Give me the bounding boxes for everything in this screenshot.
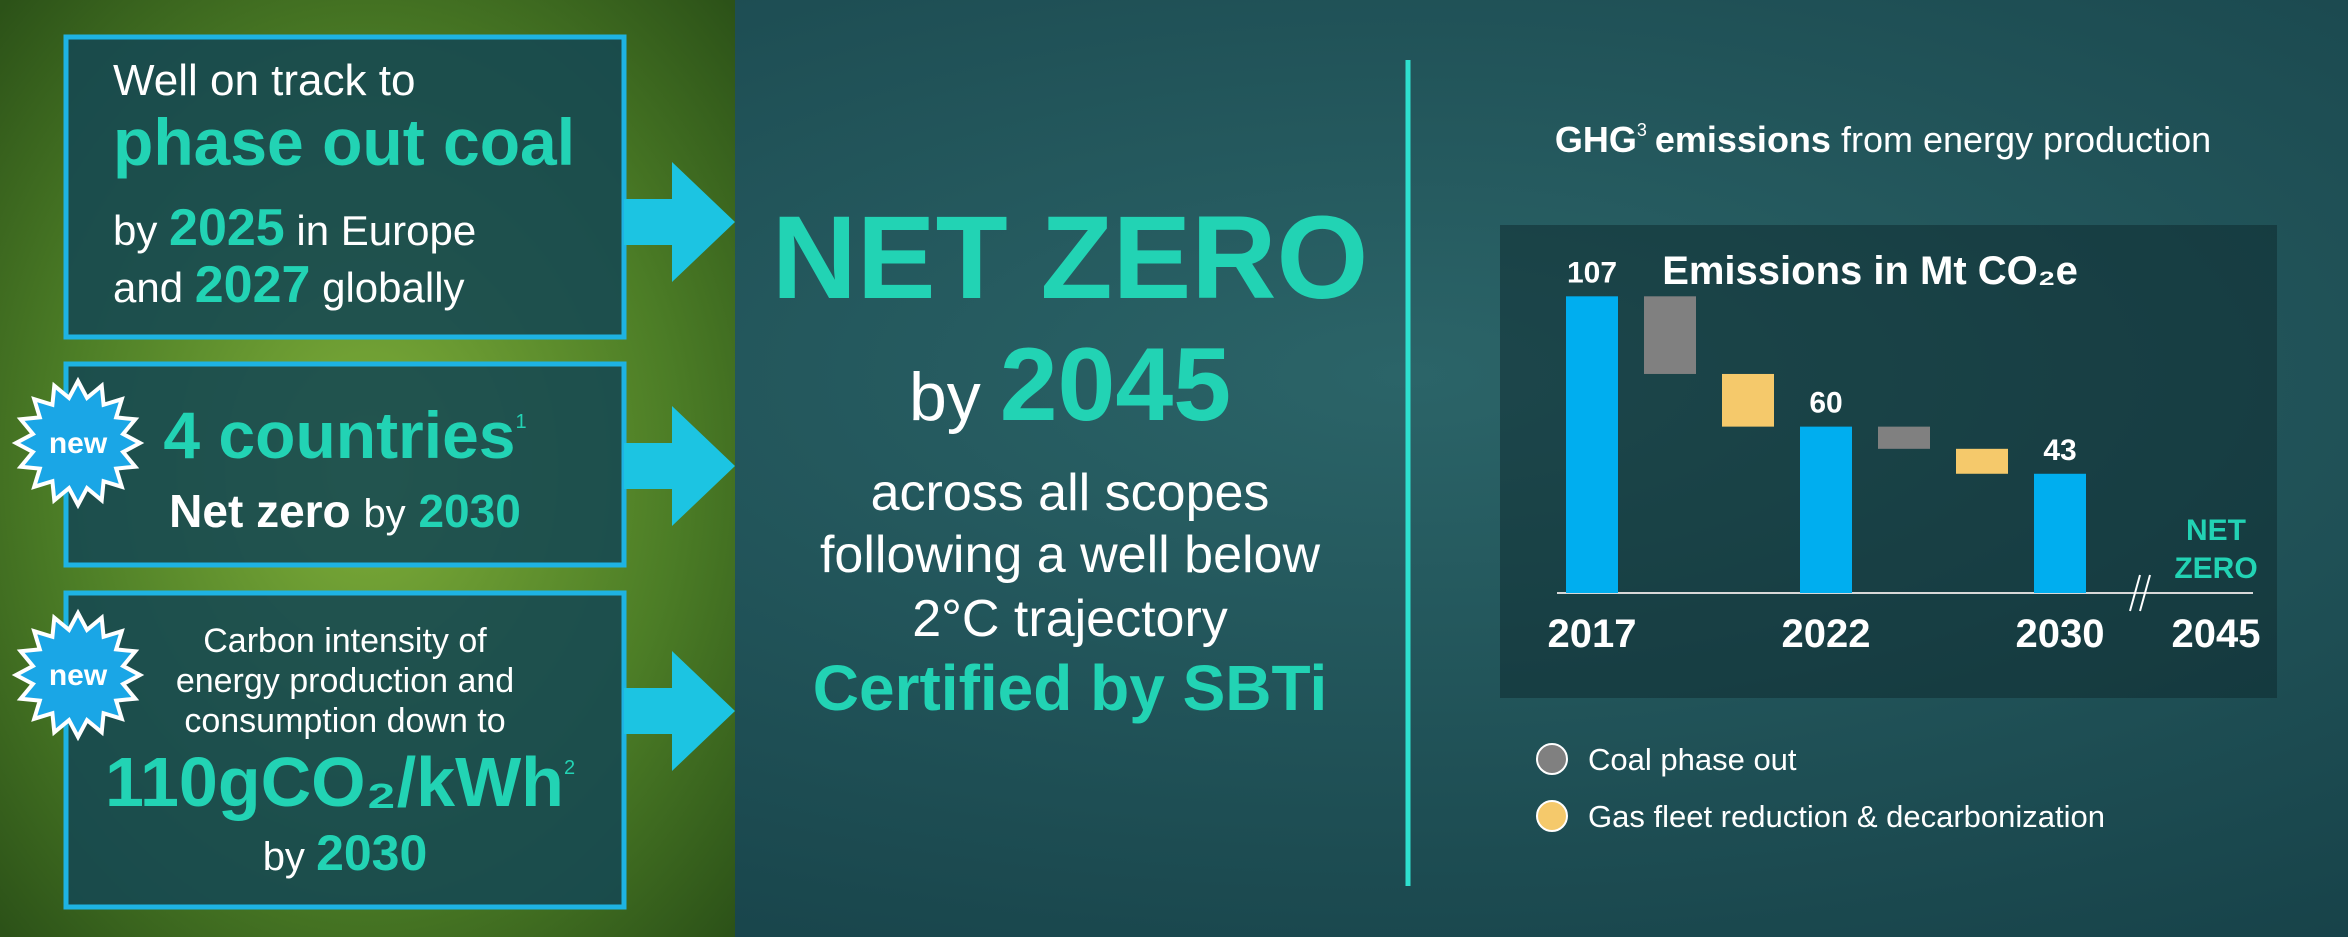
x-tick-label: 2022 xyxy=(1782,612,1871,656)
year: 2045 xyxy=(1000,327,1231,443)
bar xyxy=(1566,296,1618,593)
box-text: consumption down to xyxy=(184,702,505,740)
badge-text: new xyxy=(49,659,108,692)
box-highlight: 110gCO₂/kWh2 xyxy=(105,743,575,821)
center-text: 2°C trajectory xyxy=(912,590,1228,648)
text: GHG xyxy=(1555,119,1637,160)
legend-label: Gas fleet reduction & decarbonization xyxy=(1588,799,2105,834)
bar xyxy=(1800,427,1852,593)
text: from energy production xyxy=(1841,119,2211,160)
center-text: across all scopes xyxy=(871,464,1270,522)
annotation: NET xyxy=(2186,514,2246,547)
box-highlight: 4 countries1 xyxy=(163,398,526,472)
x-tick-label: 2030 xyxy=(2016,612,2105,656)
step-bar xyxy=(1644,296,1696,374)
box-text: and 2027 globally xyxy=(113,256,465,314)
text: emissions xyxy=(1655,119,1831,160)
text: Net zero xyxy=(169,485,350,537)
text: by xyxy=(363,492,405,536)
legend-marker xyxy=(1537,801,1567,831)
center-text: following a well below xyxy=(820,526,1320,584)
box-text: Net zero by 2030 xyxy=(169,485,521,537)
legend-label: Coal phase out xyxy=(1588,742,1797,777)
legend-marker xyxy=(1537,744,1567,774)
text: globally xyxy=(322,264,464,311)
text: and xyxy=(113,264,183,311)
certified: Certified by SBTi xyxy=(813,652,1327,724)
step-bar xyxy=(1722,374,1774,427)
box-highlight: phase out coal xyxy=(113,105,575,179)
value-label: 43 xyxy=(2043,434,2076,467)
text: in Europe xyxy=(296,207,476,254)
step-bar xyxy=(1956,449,2008,474)
box-text: Well on track to xyxy=(113,56,415,105)
x-tick-label: 2017 xyxy=(1548,612,1637,656)
year: 2027 xyxy=(195,256,311,314)
text: by xyxy=(113,207,157,254)
box-text: Carbon intensity of xyxy=(203,622,487,660)
bar xyxy=(2034,474,2086,593)
page: {"left_panel": { "box1": {"line1": "Well… xyxy=(0,0,2348,937)
annotation: ZERO xyxy=(2174,552,2257,585)
badge-text: new xyxy=(49,427,108,460)
year: 2030 xyxy=(316,825,427,881)
box-text: energy production and xyxy=(176,662,514,700)
chart-title: Emissions in Mt CO₂e xyxy=(1662,249,2078,293)
infographic: Well on track to phase out coal by 2025 … xyxy=(0,0,2348,937)
text: by xyxy=(909,359,981,435)
text: 4 countries xyxy=(163,398,515,472)
headline: NET ZERO xyxy=(772,192,1369,324)
year: 2025 xyxy=(169,199,285,257)
footnote: 3 xyxy=(1637,120,1647,140)
footnote: 2 xyxy=(564,757,575,779)
footnote: 1 xyxy=(515,411,526,433)
text: 110gCO₂/kWh xyxy=(105,743,564,821)
year: 2030 xyxy=(418,485,520,537)
value-label: 60 xyxy=(1809,387,1842,420)
text: by xyxy=(263,835,305,879)
x-tick-label: 2045 xyxy=(2172,612,2261,656)
value-label: 107 xyxy=(1567,256,1617,289)
step-bar xyxy=(1878,427,1930,449)
box-text: by 2025 in Europe xyxy=(113,199,476,257)
